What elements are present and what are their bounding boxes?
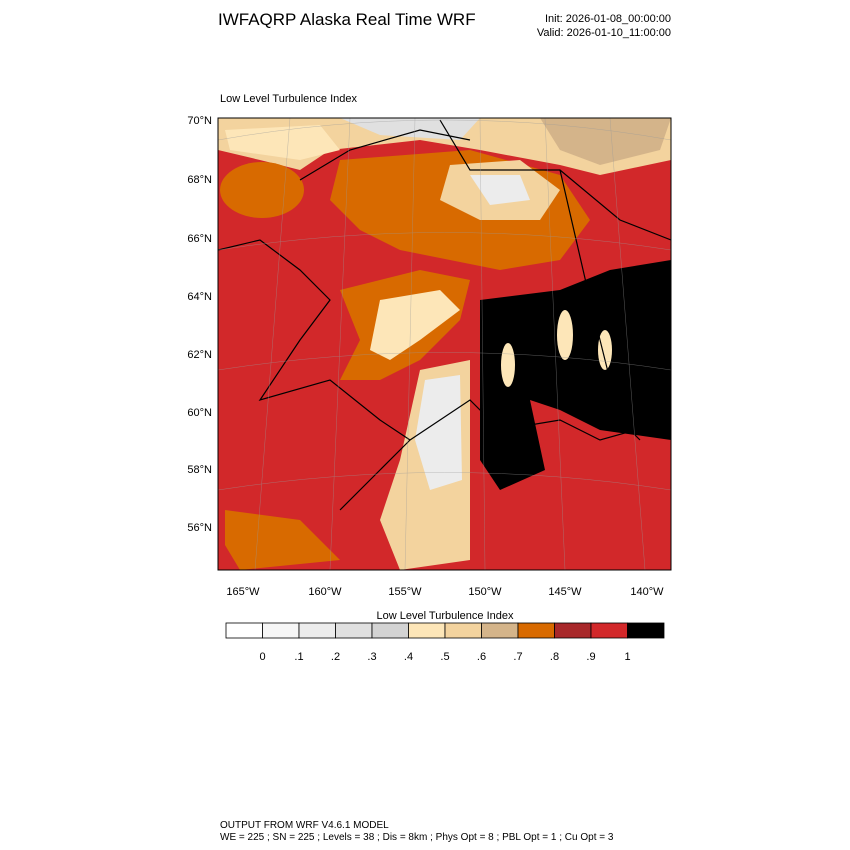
colorbar-box (298, 622, 336, 639)
colorbar-box (225, 622, 263, 639)
colorbar-title: Low Level Turbulence Index (377, 610, 514, 622)
footer-line: OUTPUT FROM WRF V4.6.1 MODEL (220, 820, 389, 831)
colorbar-box (627, 622, 665, 639)
lon-label: 145°W (548, 586, 582, 598)
colorbar-label: .4 (404, 651, 413, 663)
lon-label: 150°W (468, 586, 502, 598)
lon-label: 165°W (226, 586, 260, 598)
lon-label: 140°W (630, 586, 664, 598)
lat-label: 58°N (187, 464, 212, 476)
colorbar-label: .5 (440, 651, 449, 663)
colorbar: 0 .1 .2 .3 .4 .5 .6 .7 .8 .9 1 (225, 622, 665, 663)
lat-label: 60°N (187, 407, 212, 419)
lat-label: 62°N (187, 349, 212, 361)
init-time: Init: 2026-01-08_00:00:00 (545, 13, 671, 25)
colorbar-box (590, 622, 628, 639)
lat-label: 56°N (187, 522, 212, 534)
lat-label: 64°N (187, 291, 212, 303)
lon-labels: 165°W 160°W 155°W 150°W 145°W 140°W (226, 586, 664, 598)
colorbar-box (371, 622, 409, 639)
colorbar-box (554, 622, 592, 639)
colorbar-box (481, 622, 519, 639)
colorbar-label: 1 (624, 651, 630, 663)
colorbar-box (444, 622, 482, 639)
map-field (218, 118, 671, 570)
colorbar-label: .3 (367, 651, 376, 663)
title: IWFAQRP Alaska Real Time WRF (218, 10, 476, 29)
colorbar-box (262, 622, 300, 639)
colorbar-box (408, 622, 446, 639)
colorbar-label: .2 (331, 651, 340, 663)
colorbar-label: .9 (586, 651, 595, 663)
valid-time: Valid: 2026-01-10_11:00:00 (537, 27, 671, 39)
colorbar-label: 0 (259, 651, 265, 663)
map-frame (217, 117, 672, 571)
lon-label: 160°W (308, 586, 342, 598)
footer-line: WE = 225 ; SN = 225 ; Levels = 38 ; Dis … (220, 832, 614, 843)
lon-label: 155°W (388, 586, 422, 598)
lat-label: 68°N (187, 174, 212, 186)
colorbar-label: .7 (513, 651, 522, 663)
colorbar-label: .1 (294, 651, 303, 663)
lat-label: 66°N (187, 233, 212, 245)
colorbar-box (517, 622, 555, 639)
lat-label: 70°N (187, 115, 212, 127)
colorbar-box (335, 622, 373, 639)
colorbar-label: .6 (477, 651, 486, 663)
lat-labels: 70°N 68°N 66°N 64°N 62°N 60°N 58°N 56°N (187, 115, 212, 534)
map-title: Low Level Turbulence Index (220, 93, 357, 105)
colorbar-label: .8 (550, 651, 559, 663)
